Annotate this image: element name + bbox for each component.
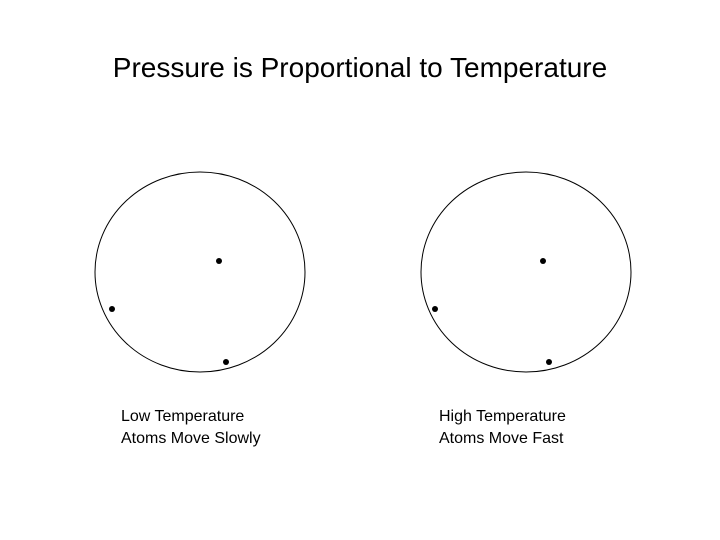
atom xyxy=(540,258,546,264)
caption-line: Atoms Move Fast xyxy=(439,430,564,447)
atom xyxy=(216,258,222,264)
caption-low-temperature: Low Temperature Atoms Move Slowly xyxy=(121,406,261,450)
caption-high-temperature: High Temperature Atoms Move Fast xyxy=(439,406,566,450)
atom xyxy=(546,359,552,365)
container-outline xyxy=(94,171,306,373)
atom xyxy=(432,306,438,312)
caption-line: Atoms Move Slowly xyxy=(121,430,261,447)
container-high-temperature xyxy=(420,171,632,373)
slide-title: Pressure is Proportional to Temperature xyxy=(112,52,608,83)
container-low-temperature xyxy=(94,171,306,373)
atom xyxy=(109,306,115,312)
atom xyxy=(223,359,229,365)
caption-line: Low Temperature xyxy=(121,408,245,425)
container-outline xyxy=(420,171,632,373)
caption-line: High Temperature xyxy=(439,408,566,425)
